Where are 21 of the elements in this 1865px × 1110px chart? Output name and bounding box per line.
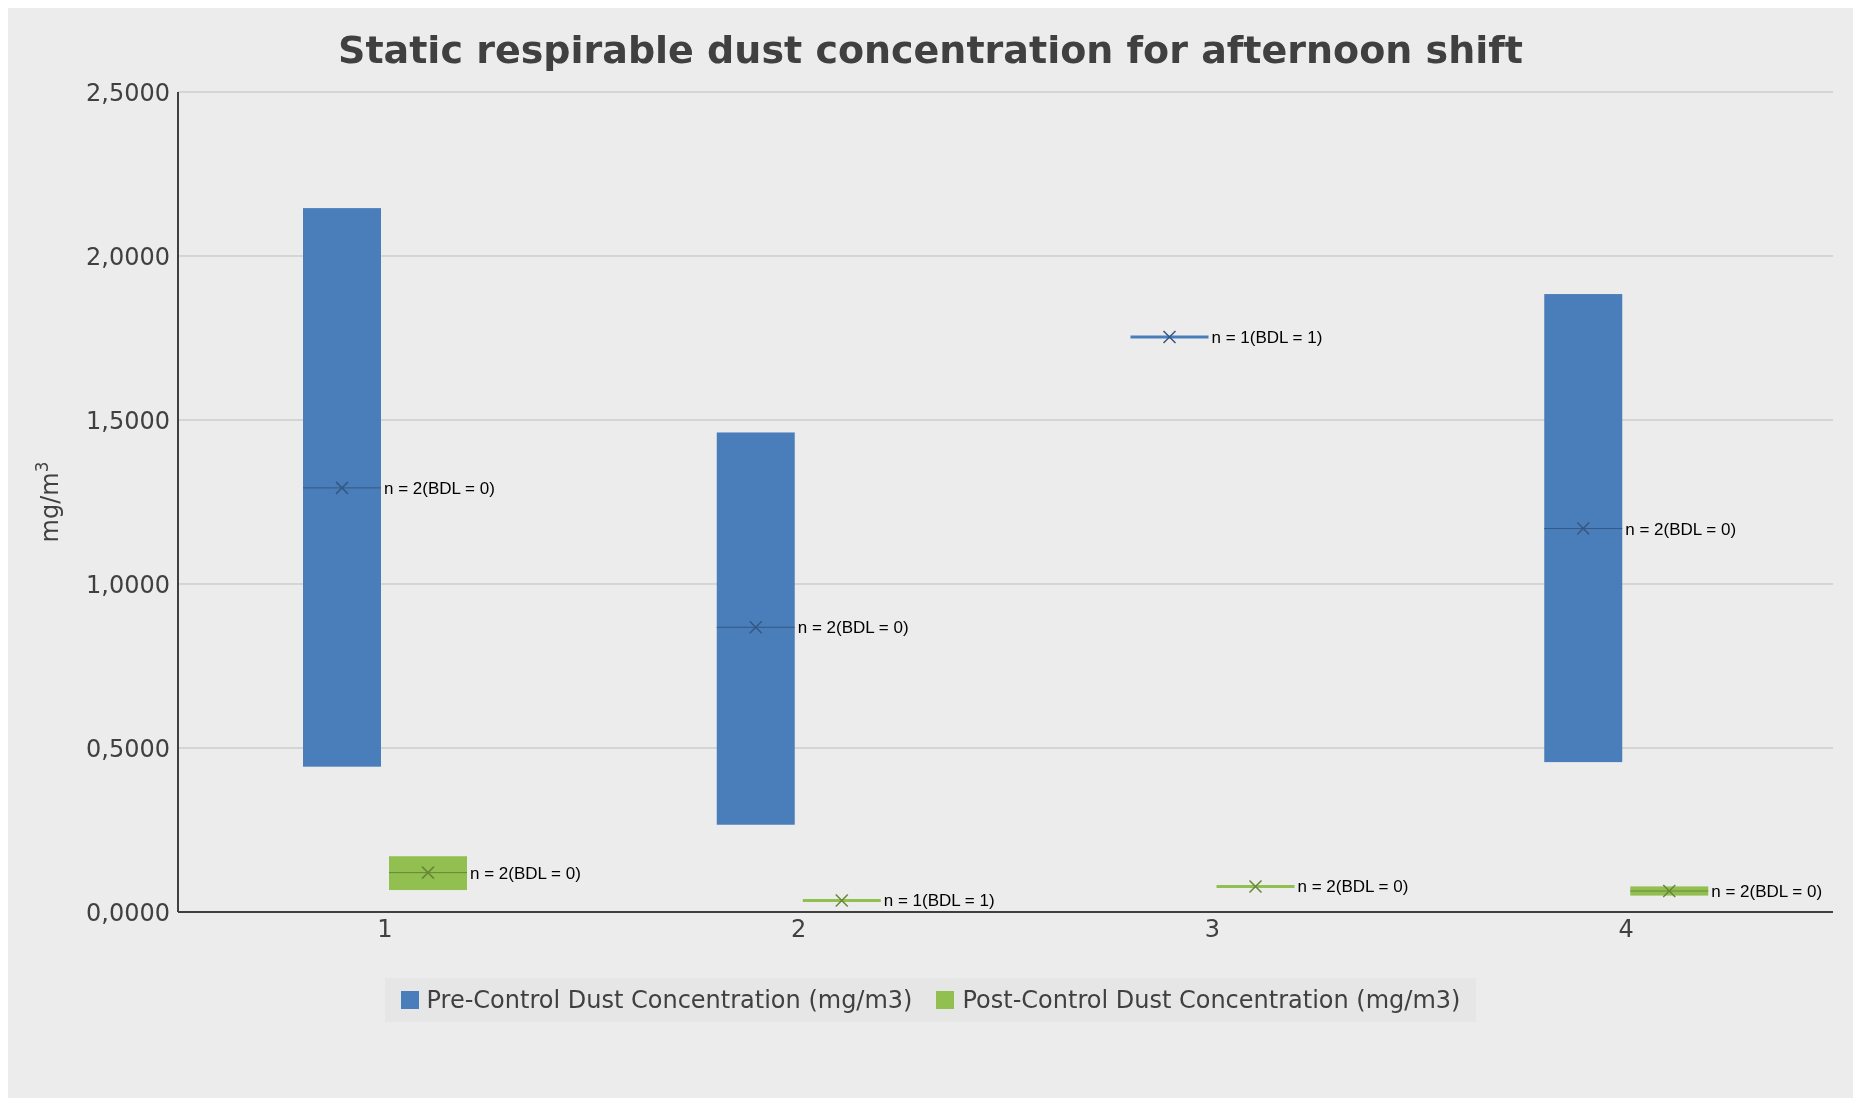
y-tick-label: 1,0000 [86, 570, 170, 599]
y-tick-label: 2,0000 [86, 242, 170, 271]
annotation: n = 1(BDL = 1) [1211, 327, 1323, 347]
legend-label: Pre-Control Dust Concentration (mg/m3) [426, 986, 913, 1014]
chart-title: Static respirable dust concentration for afternoon shift [337, 27, 1524, 72]
annotation: n = 2(BDL = 0) [384, 478, 495, 498]
annotation: n = 2(BDL = 0) [1625, 519, 1737, 539]
annotation: n = 2(BDL = 0) [797, 618, 909, 638]
y-tick-label: 0,0000 [86, 898, 170, 927]
annotation: n = 2(BDL = 0) [1297, 877, 1409, 897]
annotation: n = 2(BDL = 0) [1711, 881, 1823, 901]
x-tick-label: 2 [790, 915, 807, 944]
y-tick-label: 1,5000 [86, 406, 170, 435]
y-tick-label: 2,5000 [86, 78, 170, 107]
x-tick-label: 3 [1204, 915, 1221, 944]
y-tick-label: 0,5000 [86, 734, 170, 763]
x-tick-label: 1 [377, 915, 393, 944]
legend-label: Post-Control Dust Concentration (mg/m3) [962, 986, 1461, 1014]
annotation: n = 2(BDL = 0) [470, 863, 581, 883]
x-tick-label: 4 [1618, 915, 1634, 944]
annotation: n = 1(BDL = 1) [883, 891, 995, 911]
